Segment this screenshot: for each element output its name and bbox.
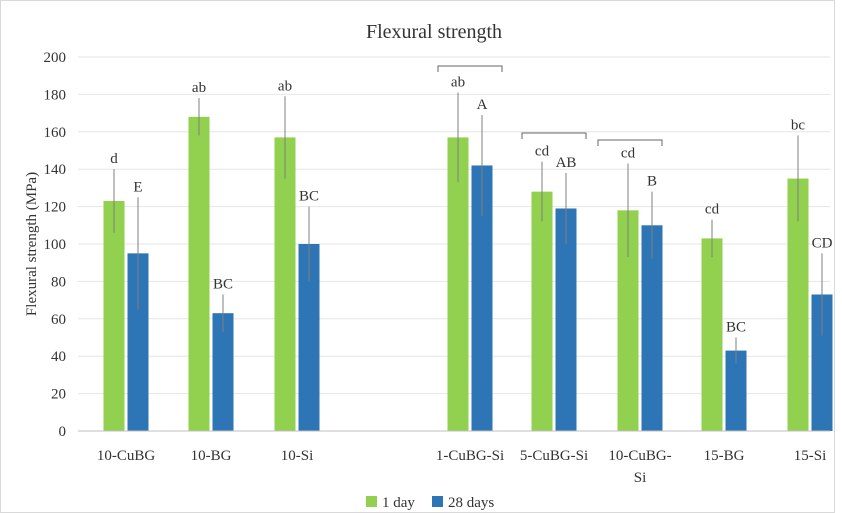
y-tick-label: 120 xyxy=(44,200,67,216)
significance-label: cd xyxy=(621,146,636,162)
significance-labels: d ab ab ab cd cd cd bc E BC BC A AB B BC CD xyxy=(110,75,832,336)
significance-label: cd xyxy=(705,202,720,218)
y-axis-label: Flexural strength (MPa) xyxy=(24,172,40,316)
significance-label: ab xyxy=(278,78,292,94)
category-label: 10-CuBG-Si xyxy=(608,448,671,486)
significance-brackets xyxy=(437,65,663,146)
category-label: 1-CuBG-Si xyxy=(436,448,504,464)
category-label: 10-Si xyxy=(281,448,314,464)
y-tick-label: 60 xyxy=(51,312,66,328)
category-labels: 10-CuBG 10-BG 10-Si 1-CuBG-Si 5-CuBG-Si 10-Cu… xyxy=(97,448,826,486)
y-tick-label: 80 xyxy=(51,274,66,290)
significance-label: ab xyxy=(192,80,206,96)
bar xyxy=(447,137,469,431)
significance-bracket xyxy=(521,132,587,139)
bar xyxy=(701,238,723,431)
bar xyxy=(617,210,639,431)
bar xyxy=(725,350,747,431)
significance-label: d xyxy=(110,151,118,167)
bars xyxy=(103,116,833,431)
legend-swatch xyxy=(432,496,443,507)
significance-label: BC xyxy=(299,189,319,205)
significance-label: E xyxy=(133,179,142,195)
bar xyxy=(127,253,149,431)
bar xyxy=(641,225,663,431)
category-label: 5-CuBG-Si xyxy=(520,448,588,464)
y-tick-label: 200 xyxy=(44,50,67,66)
bar xyxy=(212,313,234,431)
y-axis-ticks: 0 20 40 60 80 100 120 140 160 180 200 xyxy=(44,50,67,440)
y-tick-label: 180 xyxy=(44,87,67,103)
significance-label: ab xyxy=(451,75,465,91)
y-tick-label: 160 xyxy=(44,125,67,141)
error-bars xyxy=(113,92,823,364)
bar xyxy=(555,208,577,431)
significance-label: B xyxy=(647,174,657,190)
bar xyxy=(274,137,296,431)
chart-title: Flexural strength xyxy=(366,21,502,43)
significance-label: CD xyxy=(812,235,833,251)
bar xyxy=(188,116,210,431)
bar xyxy=(531,191,553,431)
significance-label: BC xyxy=(726,320,746,336)
legend: 1 day 28 days xyxy=(366,495,494,511)
category-label: 10-CuBG xyxy=(97,448,156,464)
category-label: 15-BG xyxy=(704,448,745,464)
y-tick-label: 0 xyxy=(59,424,67,440)
significance-label: A xyxy=(477,97,488,113)
legend-label: 1 day xyxy=(382,495,415,511)
significance-bracket xyxy=(437,65,503,72)
y-tick-label: 40 xyxy=(51,349,66,365)
legend-swatch xyxy=(366,496,377,507)
y-tick-label: 100 xyxy=(44,237,67,253)
significance-bracket xyxy=(597,139,663,146)
legend-label: 28 days xyxy=(448,495,494,511)
bar xyxy=(471,165,493,431)
bar xyxy=(103,200,125,431)
bar xyxy=(298,244,320,431)
category-label: 15-Si xyxy=(794,448,827,464)
bar xyxy=(787,178,809,431)
significance-label: BC xyxy=(213,276,233,292)
category-label: 10-BG xyxy=(191,448,232,464)
y-tick-label: 140 xyxy=(44,162,67,178)
y-tick-label: 20 xyxy=(51,387,66,403)
significance-label: bc xyxy=(791,118,806,134)
significance-label: AB xyxy=(556,155,577,171)
significance-label: cd xyxy=(535,144,550,160)
bar xyxy=(811,294,833,431)
